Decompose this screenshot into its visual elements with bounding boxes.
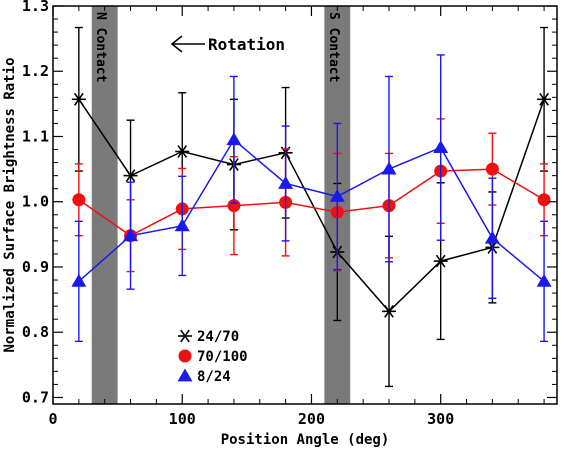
x-tick-label: 300 — [427, 410, 454, 428]
x-tick-label: 100 — [169, 410, 196, 428]
x-axis-label: Position Angle (deg) — [221, 432, 390, 448]
asterisk-marker — [178, 329, 192, 343]
triangle-marker — [536, 273, 552, 287]
annotations: Rotation — [170, 35, 285, 54]
asterisk-stroke — [384, 304, 394, 318]
asterisk-marker — [537, 92, 552, 106]
y-axis-label: Normalized Surface Brightness Ratio — [2, 57, 18, 352]
triangle-marker — [278, 175, 294, 189]
series-70-100 — [72, 118, 551, 273]
y-tick-label: 1.1 — [22, 127, 49, 145]
y-tick-label: 1.2 — [22, 62, 49, 80]
triangle-marker — [381, 161, 397, 175]
x-tick-label: 200 — [298, 410, 325, 428]
rotation-label: Rotation — [208, 35, 285, 54]
triangle-marker — [174, 218, 190, 232]
asterisk-marker — [382, 304, 396, 318]
y-tick-label: 0.8 — [22, 323, 49, 341]
x-tick-label: 0 — [48, 410, 57, 428]
triangle-marker — [71, 273, 87, 287]
asterisk-marker — [71, 92, 86, 106]
arrow-head — [170, 35, 183, 53]
series-layer — [71, 26, 552, 388]
contact-band — [91, 6, 118, 404]
asterisk-stroke — [539, 92, 549, 106]
series-line — [78, 98, 545, 313]
asterisk-marker — [175, 145, 190, 158]
asterisk-stroke — [177, 145, 188, 158]
y-tick-label: 1.0 — [22, 193, 49, 211]
asterisk-marker — [123, 169, 138, 183]
y-tick-label: 0.9 — [22, 258, 49, 276]
circle-marker — [178, 349, 192, 363]
circle-marker — [485, 162, 499, 176]
triangle-marker — [433, 140, 449, 153]
axes: 0 100 200 300 0.7 0.8 0.9 1.0 1.1 1.2 1.3 Position … — [2, 0, 558, 448]
asterisk-marker — [433, 254, 448, 268]
asterisk-stroke — [180, 329, 190, 343]
series-line — [78, 168, 545, 237]
triangle-marker — [329, 189, 345, 202]
legend: 24/70 70/100 8/24 — [177, 329, 248, 385]
triangle-marker — [226, 132, 242, 146]
asterisk-stroke — [435, 254, 446, 268]
plot-frame — [52, 5, 558, 405]
y-tick-label: 1.3 — [22, 0, 49, 15]
contact-band-label: N Contact — [93, 12, 108, 82]
series-8-24 — [71, 54, 552, 343]
contact-band-label: S Contact — [326, 12, 341, 82]
legend-entry: 70/100 — [197, 349, 248, 365]
asterisk-stroke — [73, 92, 84, 106]
triangle-marker — [177, 368, 193, 382]
rotation-arrow-icon — [170, 35, 205, 53]
circle-marker — [537, 193, 551, 207]
circle-marker — [72, 193, 86, 207]
triangle-marker — [123, 228, 139, 242]
legend-entry: 24/70 — [197, 329, 239, 345]
asterisk-stroke — [125, 169, 136, 183]
series-line — [78, 138, 545, 282]
triangle-marker — [484, 230, 500, 244]
legend-entry: 8/24 — [197, 369, 231, 385]
y-tick-label: 0.7 — [22, 388, 49, 406]
